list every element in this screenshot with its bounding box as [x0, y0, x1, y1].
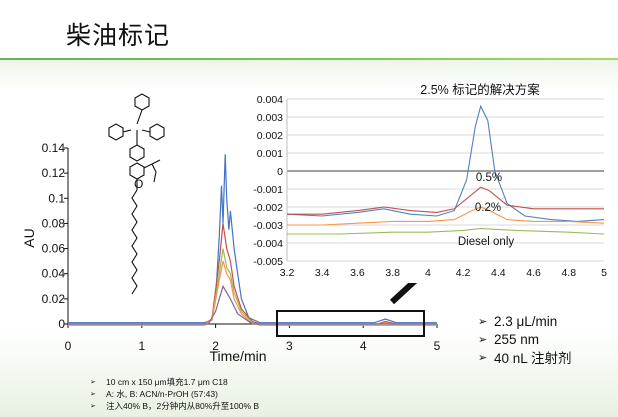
- inset-x-tick-label: 3.6: [350, 267, 365, 279]
- spec-text: 2.3 μL/min: [494, 313, 558, 329]
- spec-wavelength: ➢ 255 nm: [478, 330, 572, 348]
- annotation-0-5pct: 0.5%: [476, 172, 502, 184]
- annotation-0-2pct: 0.2%: [475, 202, 501, 214]
- inset-y-tick-label: -0.001: [253, 184, 283, 196]
- main-series-line-3: [68, 260, 437, 325]
- molecule-structure-icon: [108, 93, 165, 295]
- inset-y-tick-label: -0.005: [253, 256, 283, 268]
- spec-flow: ➢ 2.3 μL/min: [478, 312, 572, 330]
- condition-text: 10 cm x 150 μm填充1.7 μm C18: [106, 377, 228, 387]
- inset-series-line-1: [287, 186, 604, 215]
- y-tick-label: 0.02: [42, 292, 66, 306]
- y-tick-label: 0.1: [48, 191, 65, 205]
- inset-title: 2.5% 标记的解决方案: [420, 82, 540, 97]
- spec-text: 40 nL 注射剂: [494, 351, 572, 366]
- inset-y-tick-label: -0.003: [253, 220, 283, 232]
- inset-y-tick-label: 0.001: [257, 148, 283, 160]
- x-tick-label: 5: [434, 339, 441, 353]
- method-conditions: ➢ 10 cm x 150 μm填充1.7 μm C18 ➢ A: 水, B: AC…: [90, 376, 259, 412]
- y-tick-label: 0.06: [42, 242, 66, 256]
- inset-x-tick-label: 4.4: [491, 267, 506, 279]
- inset-y-tick-label: 0: [277, 166, 283, 178]
- condition-mobile-phase: ➢ A: 水, B: ACN/n-PrOH (57:43): [90, 388, 259, 400]
- oxygen-label: O: [134, 177, 143, 191]
- bullet-arrow-icon: ➢: [478, 333, 488, 346]
- inset-y-tick-label: -0.002: [253, 202, 283, 214]
- bullet-arrow-icon: ➢: [478, 351, 488, 364]
- title-underline: [0, 58, 618, 60]
- inset-x-tick-label: 3.4: [315, 267, 330, 279]
- inset-x-tick-label: 4.6: [526, 267, 541, 279]
- x-axis-label: Time/min: [209, 348, 266, 364]
- inset-background: [245, 93, 610, 283]
- x-tick-label: 2: [212, 339, 219, 353]
- bullet-arrow-icon: ➢: [90, 403, 96, 410]
- inset-axes: 0.004 0.003 0.002 0.001 0 -0.001 -0.002 -0.003 -…: [253, 94, 607, 279]
- footer-shade: [0, 330, 618, 417]
- spec-injection: ➢ 40 nL 注射剂: [478, 348, 572, 366]
- inset-x-tick-label: 4.8: [561, 267, 576, 279]
- inset-y-tick-label: 0.002: [257, 130, 283, 142]
- y-tick-label: 0.14: [42, 141, 66, 155]
- inset-x-tick-label: 4: [425, 267, 431, 279]
- spec-text: 255 nm: [494, 331, 540, 347]
- condition-gradient: ➢ 注入40% B，2分钟内从80%升至100% B: [90, 400, 259, 412]
- bullet-arrow-icon: ➢: [90, 391, 96, 398]
- inset-x-tick-label: 4.2: [456, 267, 471, 279]
- main-series-line-4: [68, 284, 437, 325]
- y-tick-label: 0.08: [42, 216, 66, 230]
- x-tick-label: 0: [65, 339, 72, 353]
- inset-y-tick-label: 0.003: [257, 112, 283, 124]
- inset-series: [286, 104, 605, 235]
- inset-x-tick-label: 5: [601, 267, 607, 279]
- inset-x-tick-label: 3.8: [385, 267, 400, 279]
- method-specs: ➢ 2.3 μL/min ➢ 255 nm ➢ 40 nL 注射剂: [478, 312, 572, 367]
- x-tick-label: 1: [138, 339, 145, 353]
- main-series: [68, 154, 437, 326]
- y-axis-label: AU: [21, 228, 37, 247]
- bullet-arrow-icon: ➢: [478, 315, 488, 328]
- inset-y-tick-label: 0.004: [257, 94, 283, 106]
- y-tick-label: 0: [58, 317, 65, 331]
- main-series-line-1: [68, 223, 437, 325]
- y-tick-label: 0.12: [42, 166, 66, 180]
- condition-text: 注入40% B，2分钟内从80%升至100% B: [106, 401, 260, 411]
- inset-series-line-3: [287, 228, 605, 235]
- inset-x-tick-label: 3.2: [280, 267, 295, 279]
- inset-series-line-0: [286, 104, 605, 222]
- x-tick-label: 4: [360, 339, 367, 353]
- condition-column: ➢ 10 cm x 150 μm填充1.7 μm C18: [90, 376, 259, 388]
- zoom-region-box: [276, 310, 425, 337]
- title-shade: [0, 60, 618, 90]
- y-tick-label: 0.04: [42, 267, 66, 281]
- bullet-arrow-icon: ➢: [90, 379, 96, 386]
- annotation-diesel-only: Diesel only: [458, 236, 514, 248]
- slide-title: 柴油标记: [66, 21, 171, 50]
- inset-series-line-2: [287, 206, 605, 226]
- x-tick-label: 3: [286, 339, 293, 353]
- condition-text: A: 水, B: ACN/n-PrOH (57:43): [106, 389, 218, 399]
- inset-y-tick-label: -0.004: [253, 238, 283, 250]
